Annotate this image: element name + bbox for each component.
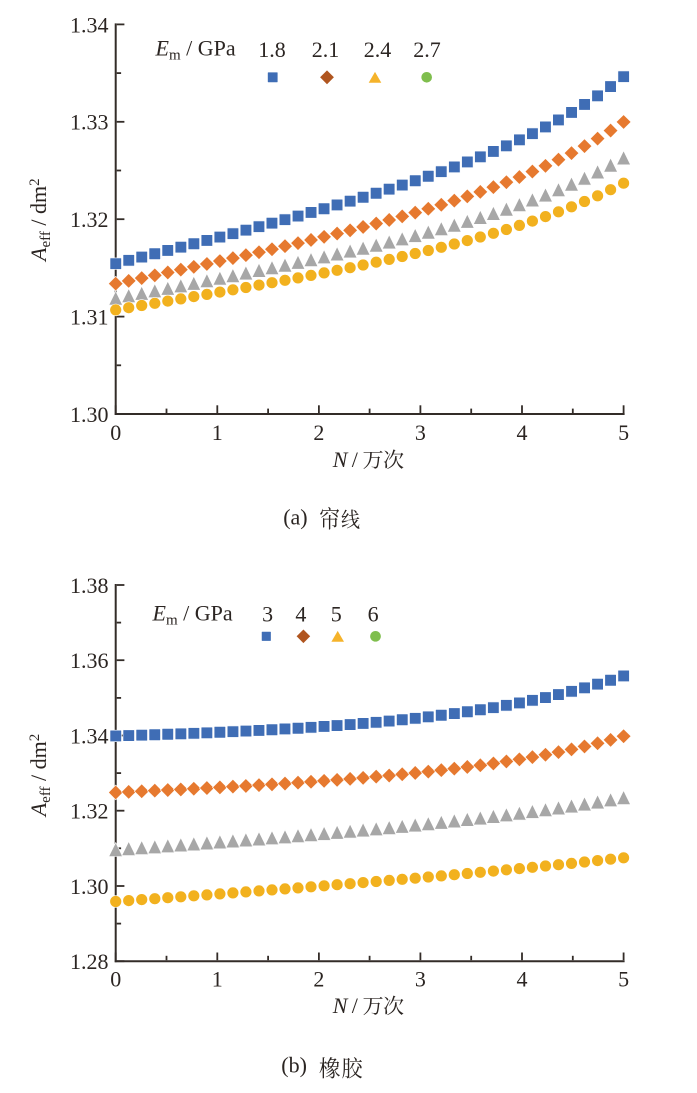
svg-text:2: 2 xyxy=(313,420,324,445)
svg-text:1.34: 1.34 xyxy=(70,723,109,748)
svg-text:1.32: 1.32 xyxy=(70,207,109,232)
svg-text:0: 0 xyxy=(110,420,121,445)
svg-text:1: 1 xyxy=(212,967,223,992)
svg-text:1: 1 xyxy=(212,420,223,445)
svg-text:4: 4 xyxy=(295,602,306,627)
svg-text:1.36: 1.36 xyxy=(70,648,109,673)
svg-text:5: 5 xyxy=(331,602,342,627)
svg-text:2.1: 2.1 xyxy=(312,37,340,62)
svg-text:4: 4 xyxy=(517,420,528,445)
svg-text:1.33: 1.33 xyxy=(70,110,109,135)
svg-text:Aeff / dm2: Aeff / dm2 xyxy=(26,734,54,819)
svg-text:1.32: 1.32 xyxy=(70,799,109,824)
svg-text:N: N xyxy=(332,993,349,1018)
svg-text:(a): (a) xyxy=(283,504,307,529)
svg-text:0: 0 xyxy=(110,967,121,992)
svg-text:1.30: 1.30 xyxy=(70,874,109,899)
svg-text:2.4: 2.4 xyxy=(364,37,392,62)
svg-text:1.30: 1.30 xyxy=(70,402,109,427)
svg-text:3: 3 xyxy=(415,967,426,992)
svg-text:4: 4 xyxy=(517,967,528,992)
svg-text:6: 6 xyxy=(368,602,379,627)
svg-text:2: 2 xyxy=(313,967,324,992)
svg-text:/: / xyxy=(352,447,359,472)
svg-text:3: 3 xyxy=(262,602,273,627)
svg-text:1.8: 1.8 xyxy=(258,37,286,62)
svg-text:Em / GPa: Em / GPa xyxy=(152,601,233,629)
svg-text:1.28: 1.28 xyxy=(70,949,109,974)
svg-text:2.7: 2.7 xyxy=(413,37,441,62)
svg-text:N: N xyxy=(332,447,349,472)
svg-text:1.38: 1.38 xyxy=(70,573,109,598)
svg-text:Aeff / dm2: Aeff / dm2 xyxy=(26,178,54,263)
svg-text:5: 5 xyxy=(618,967,629,992)
svg-text:3: 3 xyxy=(415,420,426,445)
svg-text:/: / xyxy=(352,993,359,1018)
svg-text:1.34: 1.34 xyxy=(70,12,109,37)
svg-text:(b): (b) xyxy=(281,1052,307,1077)
svg-text:5: 5 xyxy=(618,420,629,445)
svg-text:Em / GPa: Em / GPa xyxy=(155,36,236,64)
svg-text:1.31: 1.31 xyxy=(70,305,109,330)
